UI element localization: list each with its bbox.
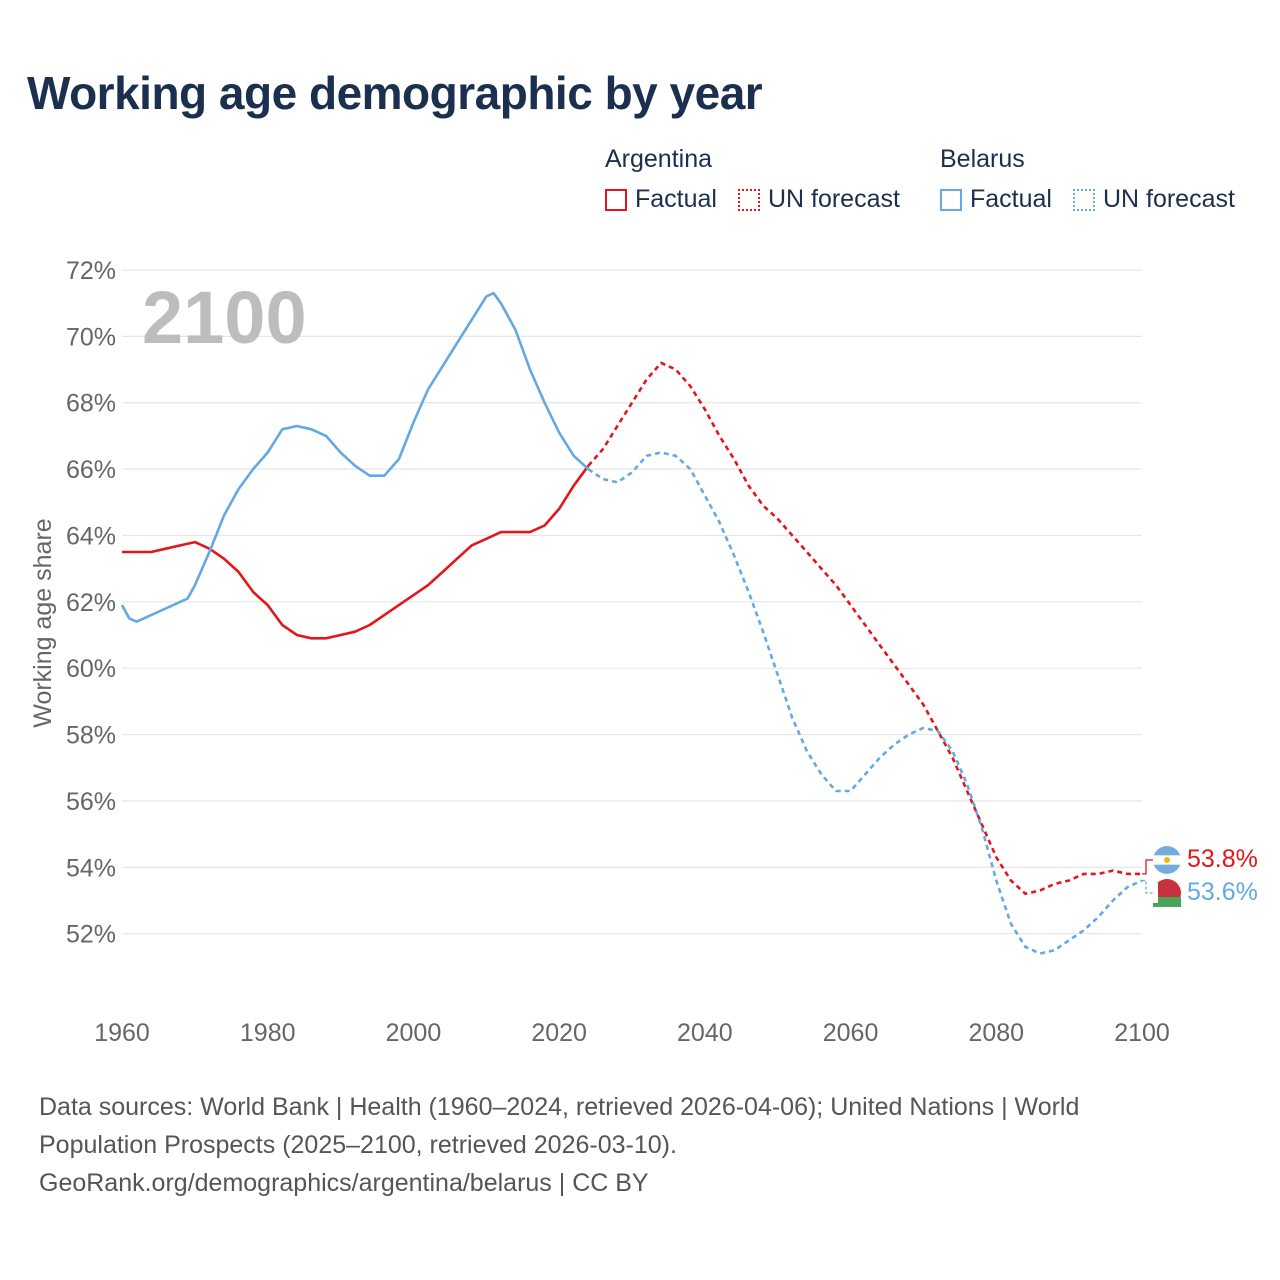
- argentina-factual-line[interactable]: [122, 465, 590, 640]
- legend-argentina-title: Argentina: [605, 145, 713, 173]
- legend-belarus-factual[interactable]: Factual: [940, 185, 1052, 214]
- x-tick-label: 2020: [531, 1019, 587, 1047]
- legend-belarus-forecast-swatch: [1072, 188, 1095, 211]
- gridlines: [122, 269, 1142, 935]
- chart-footer: Data sources: World Bank | Health (1960–…: [39, 1088, 1239, 1202]
- legend-belarus-forecast-label: UN forecast: [1102, 185, 1235, 213]
- argentina-flag-sun: [1164, 857, 1170, 863]
- x-tick-label: 2080: [968, 1019, 1024, 1047]
- argentina-end-value: 53.8%: [1187, 845, 1258, 873]
- legend-belarus-factual-label: Factual: [970, 185, 1052, 213]
- y-tick-label: 60%: [66, 655, 116, 683]
- x-tick-label: 1960: [94, 1019, 150, 1047]
- x-tick-label: 2000: [386, 1019, 442, 1047]
- y-tick-label: 68%: [66, 390, 116, 418]
- y-tick-label: 54%: [66, 854, 116, 882]
- y-axis-label: Working age share: [29, 518, 57, 727]
- legend-argentina-factual[interactable]: Factual: [605, 185, 717, 214]
- y-tick-label: 72%: [66, 257, 116, 285]
- legend-argentina: Argentina Factual UN forecast: [605, 143, 914, 218]
- x-axis-ticks: 1960 1980 2000 2020 2040 2060 2080 2100: [94, 1019, 1170, 1047]
- legend-belarus-forecast[interactable]: UN forecast: [1072, 185, 1235, 214]
- y-tick-label: 64%: [66, 522, 116, 550]
- legend-argentina-forecast-label: UN forecast: [767, 185, 900, 213]
- y-tick-label: 62%: [66, 589, 116, 617]
- x-tick-label: 1980: [240, 1019, 296, 1047]
- x-tick-label: 2100: [1114, 1019, 1170, 1047]
- argentina-forecast-line[interactable]: [587, 361, 1142, 896]
- legend-argentina-factual-label: Factual: [635, 185, 717, 213]
- footer-sources-line1: Data sources: World Bank | Health (1960–…: [39, 1093, 1080, 1121]
- belarus-factual-line[interactable]: [120, 291, 590, 623]
- x-tick-label: 2040: [677, 1019, 733, 1047]
- year-watermark: 2100: [142, 276, 307, 359]
- y-tick-label: 70%: [66, 323, 116, 351]
- y-axis-ticks: 52% 54% 56% 58% 60% 62% 64% 66% 68% 70% 72%: [66, 257, 116, 949]
- y-tick-label: 58%: [66, 722, 116, 750]
- argentina-end-connector: [1142, 859, 1154, 875]
- y-tick-label: 66%: [66, 456, 116, 484]
- legend-belarus-title: Belarus: [940, 145, 1025, 173]
- belarus-flag-ornament: [1153, 883, 1158, 903]
- legend-argentina-forecast-swatch: [737, 188, 760, 211]
- footer-credit[interactable]: GeoRank.org/demographics/argentina/belar…: [39, 1169, 649, 1197]
- belarus-flag-band: [1153, 897, 1181, 907]
- legend-argentina-factual-swatch: [605, 188, 627, 211]
- y-tick-label: 56%: [66, 788, 116, 816]
- series-lines: [120, 291, 1143, 955]
- footer-sources-line2: Population Prospects (2025–2100, retriev…: [39, 1131, 677, 1159]
- legend-belarus-factual-swatch: [940, 188, 962, 211]
- belarus-end-value: 53.6%: [1187, 878, 1258, 906]
- belarus-forecast-line[interactable]: [587, 451, 1143, 955]
- belarus-end-connector: [1142, 879, 1154, 894]
- y-tick-label: 52%: [66, 921, 116, 949]
- legend-argentina-forecast[interactable]: UN forecast: [737, 185, 900, 214]
- chart-title: Working age demographic by year: [27, 67, 763, 119]
- x-tick-label: 2060: [823, 1019, 879, 1047]
- end-labels: 53.8% 53.6%: [1142, 845, 1258, 907]
- legend-belarus: Belarus Factual UN forecast: [940, 143, 1235, 218]
